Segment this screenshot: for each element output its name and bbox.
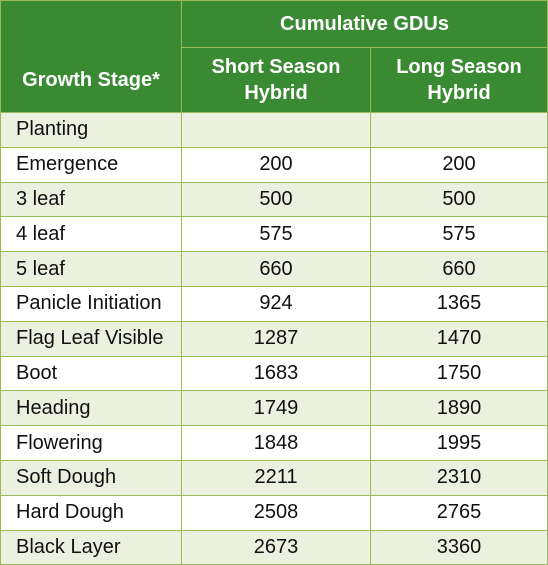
table-row: Soft Dough 2211 2310 [0, 459, 548, 496]
growth-stage-header: Growth Stage* [0, 47, 182, 113]
stage-cell: Heading [0, 390, 182, 427]
cumulative-gdus-header: Cumulative GDUs [181, 0, 548, 48]
short-season-gdu-cell: 575 [181, 216, 371, 253]
long-season-gdu-cell: 660 [370, 251, 548, 287]
long-season-header-line1: Long Season [396, 56, 522, 78]
short-season-gdu-cell: 1683 [181, 355, 371, 392]
long-season-gdu-cell: 1365 [370, 285, 548, 322]
short-season-gdu-cell: 1287 [181, 320, 371, 357]
stage-cell: Black Layer [0, 529, 182, 565]
short-season-gdu-cell: 1848 [181, 425, 371, 461]
table-header: Cumulative GDUs Growth Stage* Short Seas… [0, 0, 548, 113]
long-season-gdu-cell: 200 [370, 146, 548, 183]
stage-cell: Hard Dough [0, 494, 182, 531]
stage-cell: Flowering [0, 425, 182, 461]
long-season-gdu-cell: 1750 [370, 355, 548, 392]
short-season-header-line1: Short Season [211, 56, 341, 78]
stage-cell: Panicle Initiation [0, 285, 182, 322]
table-row: Planting [0, 112, 548, 148]
table-row: Heading 1749 1890 [0, 390, 548, 427]
table-row: 5 leaf 660 660 [0, 251, 548, 287]
header-row-columns: Growth Stage* Short Season Hybrid Long S… [0, 47, 548, 113]
short-season-gdu-cell: 200 [181, 146, 371, 183]
stage-cell: 4 leaf [0, 216, 182, 253]
table-row: Flowering 1848 1995 [0, 425, 548, 461]
short-season-gdu-cell: 2211 [181, 459, 371, 496]
long-season-gdu-cell: 2765 [370, 494, 548, 531]
stage-cell: 5 leaf [0, 251, 182, 287]
long-season-gdu-cell [370, 112, 548, 148]
long-season-header-line2: Hybrid [427, 82, 491, 104]
long-season-gdu-cell: 1890 [370, 390, 548, 427]
stage-cell: Soft Dough [0, 459, 182, 496]
short-season-header-line2: Hybrid [244, 82, 308, 104]
table-row: Black Layer 2673 3360 [0, 529, 548, 565]
stage-cell: 3 leaf [0, 181, 182, 218]
table-row: Flag Leaf Visible 1287 1470 [0, 320, 548, 357]
table-row: Emergence 200 200 [0, 146, 548, 183]
table-row: 3 leaf 500 500 [0, 181, 548, 218]
short-season-gdu-cell: 1749 [181, 390, 371, 427]
table-row: Panicle Initiation 924 1365 [0, 285, 548, 322]
long-season-gdu-cell: 575 [370, 216, 548, 253]
long-season-gdu-cell: 2310 [370, 459, 548, 496]
table-row: Boot 1683 1750 [0, 355, 548, 392]
short-season-gdu-cell: 2673 [181, 529, 371, 565]
long-season-gdu-cell: 500 [370, 181, 548, 218]
stage-cell: Flag Leaf Visible [0, 320, 182, 357]
stage-cell: Emergence [0, 146, 182, 183]
table-body: Planting Emergence 200 200 3 leaf 500 500 4 lea… [0, 112, 548, 565]
header-corner-cell [0, 0, 182, 48]
short-season-gdu-cell: 500 [181, 181, 371, 218]
header-row-group: Cumulative GDUs [0, 0, 548, 48]
stage-cell: Planting [0, 112, 182, 148]
short-season-header: Short Season Hybrid [181, 47, 371, 113]
short-season-gdu-cell: 660 [181, 251, 371, 287]
short-season-gdu-cell: 924 [181, 285, 371, 322]
table-row: Hard Dough 2508 2765 [0, 494, 548, 531]
long-season-gdu-cell: 1995 [370, 425, 548, 461]
table-row: 4 leaf 575 575 [0, 216, 548, 253]
long-season-gdu-cell: 1470 [370, 320, 548, 357]
long-season-header: Long Season Hybrid [370, 47, 548, 113]
long-season-gdu-cell: 3360 [370, 529, 548, 565]
short-season-gdu-cell [181, 112, 371, 148]
short-season-gdu-cell: 2508 [181, 494, 371, 531]
stage-cell: Boot [0, 355, 182, 392]
